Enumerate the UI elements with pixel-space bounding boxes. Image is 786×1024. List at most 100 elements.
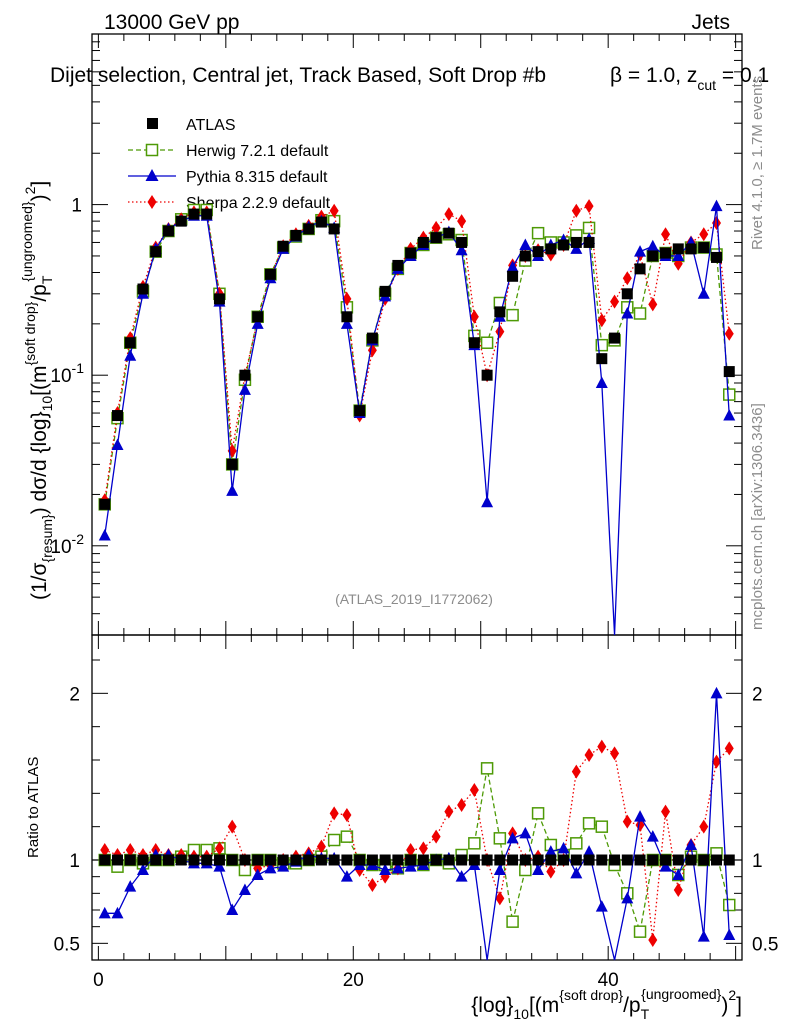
main-y-axis-label: (1/σ{resum}) dσ/d {log}10[(m{soft drop}/… — [19, 181, 55, 600]
ratio-y-tick-label-left: 1 — [69, 851, 80, 872]
pythia-point — [98, 528, 111, 541]
atlas-ratio-point — [609, 854, 621, 866]
pythia-ratio-point — [646, 830, 659, 842]
atlas-point — [99, 498, 111, 510]
atlas-point — [609, 332, 621, 344]
pythia-point — [646, 239, 659, 252]
legend-atlas: ATLAS — [147, 117, 236, 134]
sherpa-series-main — [100, 199, 734, 508]
rivet-label: Rivet 4.1.0, ≥ 1.7M events — [749, 76, 766, 250]
pythia-ratio-point — [697, 930, 710, 942]
atlas-point — [519, 250, 531, 262]
sherpa-ratio-point — [610, 746, 620, 761]
atlas-point — [481, 369, 493, 381]
pythia-ratio-point — [340, 870, 353, 882]
pythia-ratio-point — [570, 866, 583, 879]
diamond-icon — [147, 195, 157, 209]
atlas-ratio-point — [430, 854, 442, 866]
herwig-ratio-point — [723, 898, 736, 912]
herwig-point — [595, 338, 609, 352]
pythia-ratio-point — [672, 868, 685, 880]
x-part-5: ] — [736, 994, 742, 1017]
x-part-1: {log} — [471, 994, 513, 1017]
params-main: β = 1.0, z — [610, 64, 697, 87]
sherpa-ratio-point — [329, 806, 339, 821]
sherpa-ratio-point — [712, 754, 722, 769]
sherpa-ratio-point — [699, 819, 709, 834]
sherpa-ratio-point — [406, 843, 416, 857]
sherpa-ratio-point — [469, 783, 479, 797]
y-sup-4: {ungroomed} — [19, 201, 35, 282]
atlas-point — [392, 259, 404, 271]
atlas-point — [239, 369, 251, 381]
atlas-point — [328, 223, 340, 235]
atlas-point — [532, 246, 544, 258]
pythia-point — [672, 249, 685, 261]
ratio-y-tick-label-left: 0.5 — [54, 934, 80, 955]
ratio-series — [98, 686, 736, 961]
pythia-ratio-point — [634, 810, 647, 822]
sherpa-ratio-point — [724, 741, 734, 756]
x-sub-1: 10 — [513, 1006, 529, 1022]
herwig-point — [633, 307, 647, 320]
pythia-point — [570, 242, 583, 254]
atlas-ratio-point — [570, 854, 582, 866]
pythia-ratio-point — [111, 906, 124, 919]
pythia-ratio-point — [583, 845, 596, 857]
sherpa-point — [495, 324, 505, 339]
pythia-point — [340, 317, 353, 329]
pythia-ratio-point — [595, 900, 608, 912]
sherpa-point — [648, 297, 658, 312]
atlas-point — [621, 288, 633, 300]
pythia-ratio-point — [493, 863, 506, 875]
x-sup-4: 2 — [728, 987, 736, 1003]
legend-herwig-label: Herwig 7.2.1 default — [186, 143, 329, 160]
atlas-ratio-point — [456, 854, 468, 866]
legend-sherpa-label: Sherpa 2.2.9 default — [186, 195, 331, 212]
pythia-point — [519, 238, 532, 250]
pythia-ratio-point — [98, 906, 111, 919]
y-sup-5: 2 — [22, 186, 38, 194]
pythia-ratio-point — [557, 841, 570, 854]
atlas-ratio-point — [596, 854, 608, 866]
atlas-ratio-point — [162, 854, 174, 866]
atlas-point — [315, 216, 327, 228]
sherpa-ratio-point — [673, 883, 683, 897]
sherpa-point — [329, 203, 339, 218]
analysis-watermark: (ATLAS_2019_I1772062) — [335, 591, 493, 607]
atlas-ratio-point — [175, 854, 187, 866]
herwig-ratio-point — [633, 925, 647, 938]
atlas-point — [468, 337, 480, 349]
x-tick-label: 0 — [93, 970, 104, 991]
pythia-point — [595, 376, 608, 389]
main-axis-ticks: 10-2 10-1 1 — [50, 34, 742, 636]
plot-params: β = 1.0, zcut = 0.1 — [610, 64, 769, 93]
atlas-ratio-point — [328, 854, 340, 866]
atlas-ratio-point — [711, 854, 723, 866]
main-y-tick-label: 10-1 — [50, 360, 84, 387]
pythia-ratio-point — [506, 831, 519, 844]
pythia-point — [251, 317, 264, 329]
ratio-axis-ticks: 0 20 40 0.5 0.5 1 1 2 2 — [54, 635, 778, 991]
atlas-ratio-point — [252, 854, 264, 866]
sherpa-ratio-point — [214, 841, 224, 856]
atlas-point — [213, 293, 225, 305]
atlas-point — [366, 332, 378, 344]
square-icon — [147, 118, 158, 129]
atlas-ratio-point — [188, 854, 200, 866]
pythia-ratio-point — [723, 928, 736, 940]
y-part-6: ] — [28, 181, 51, 187]
atlas-point — [379, 285, 391, 297]
sherpa-ratio-point — [495, 891, 505, 906]
pythia-ratio-point — [519, 826, 532, 839]
herwig-ratio-point — [570, 837, 583, 850]
sherpa-point — [661, 227, 671, 242]
x-tick-label: 40 — [598, 970, 619, 991]
legend-sherpa: Sherpa 2.2.9 default — [128, 195, 331, 212]
atlas-ratio-point — [443, 854, 455, 866]
atlas-point — [303, 223, 315, 235]
atlas-ratio-point — [621, 854, 633, 866]
pythia-point — [238, 383, 251, 395]
sherpa-line — [104, 205, 730, 501]
legend-herwig: Herwig 7.2.1 default — [128, 143, 329, 160]
